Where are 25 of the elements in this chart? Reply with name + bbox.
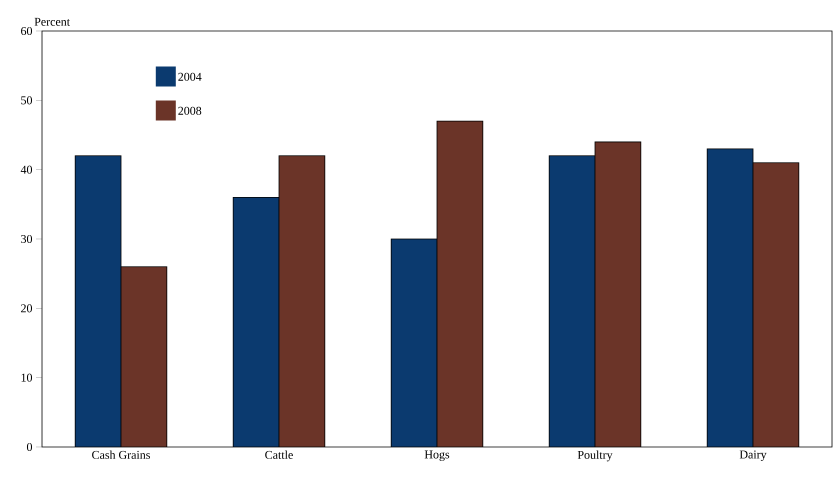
y-tick-label: 0: [26, 442, 32, 452]
bar: [74, 155, 122, 447]
x-tick-label: Dairy: [740, 450, 767, 461]
y-tick-label: 40: [20, 166, 32, 174]
bar: [390, 238, 438, 447]
legend-label: 2004: [178, 72, 202, 81]
bar: [436, 120, 484, 447]
bar: [232, 196, 280, 447]
legend-label: 2008: [178, 106, 202, 115]
y-tick-label: 30: [21, 234, 32, 244]
y-tick-label: 20: [21, 304, 32, 312]
x-tick-label: Hogs: [424, 450, 450, 461]
y-axis-title: Percent: [34, 18, 70, 26]
x-tick-label: Cash Grains: [92, 450, 150, 459]
bar: [548, 155, 596, 447]
bar: [706, 148, 754, 447]
bar: [594, 142, 642, 447]
y-tick-label: 50: [21, 96, 32, 104]
bar: [752, 162, 800, 447]
bar: [120, 266, 168, 447]
x-tick-label: Cattle: [265, 450, 293, 459]
bar: [278, 155, 326, 447]
y-tick-label: 10: [22, 374, 32, 382]
y-tick-label: 60: [21, 26, 32, 36]
x-tick-label: Poultry: [578, 450, 613, 462]
